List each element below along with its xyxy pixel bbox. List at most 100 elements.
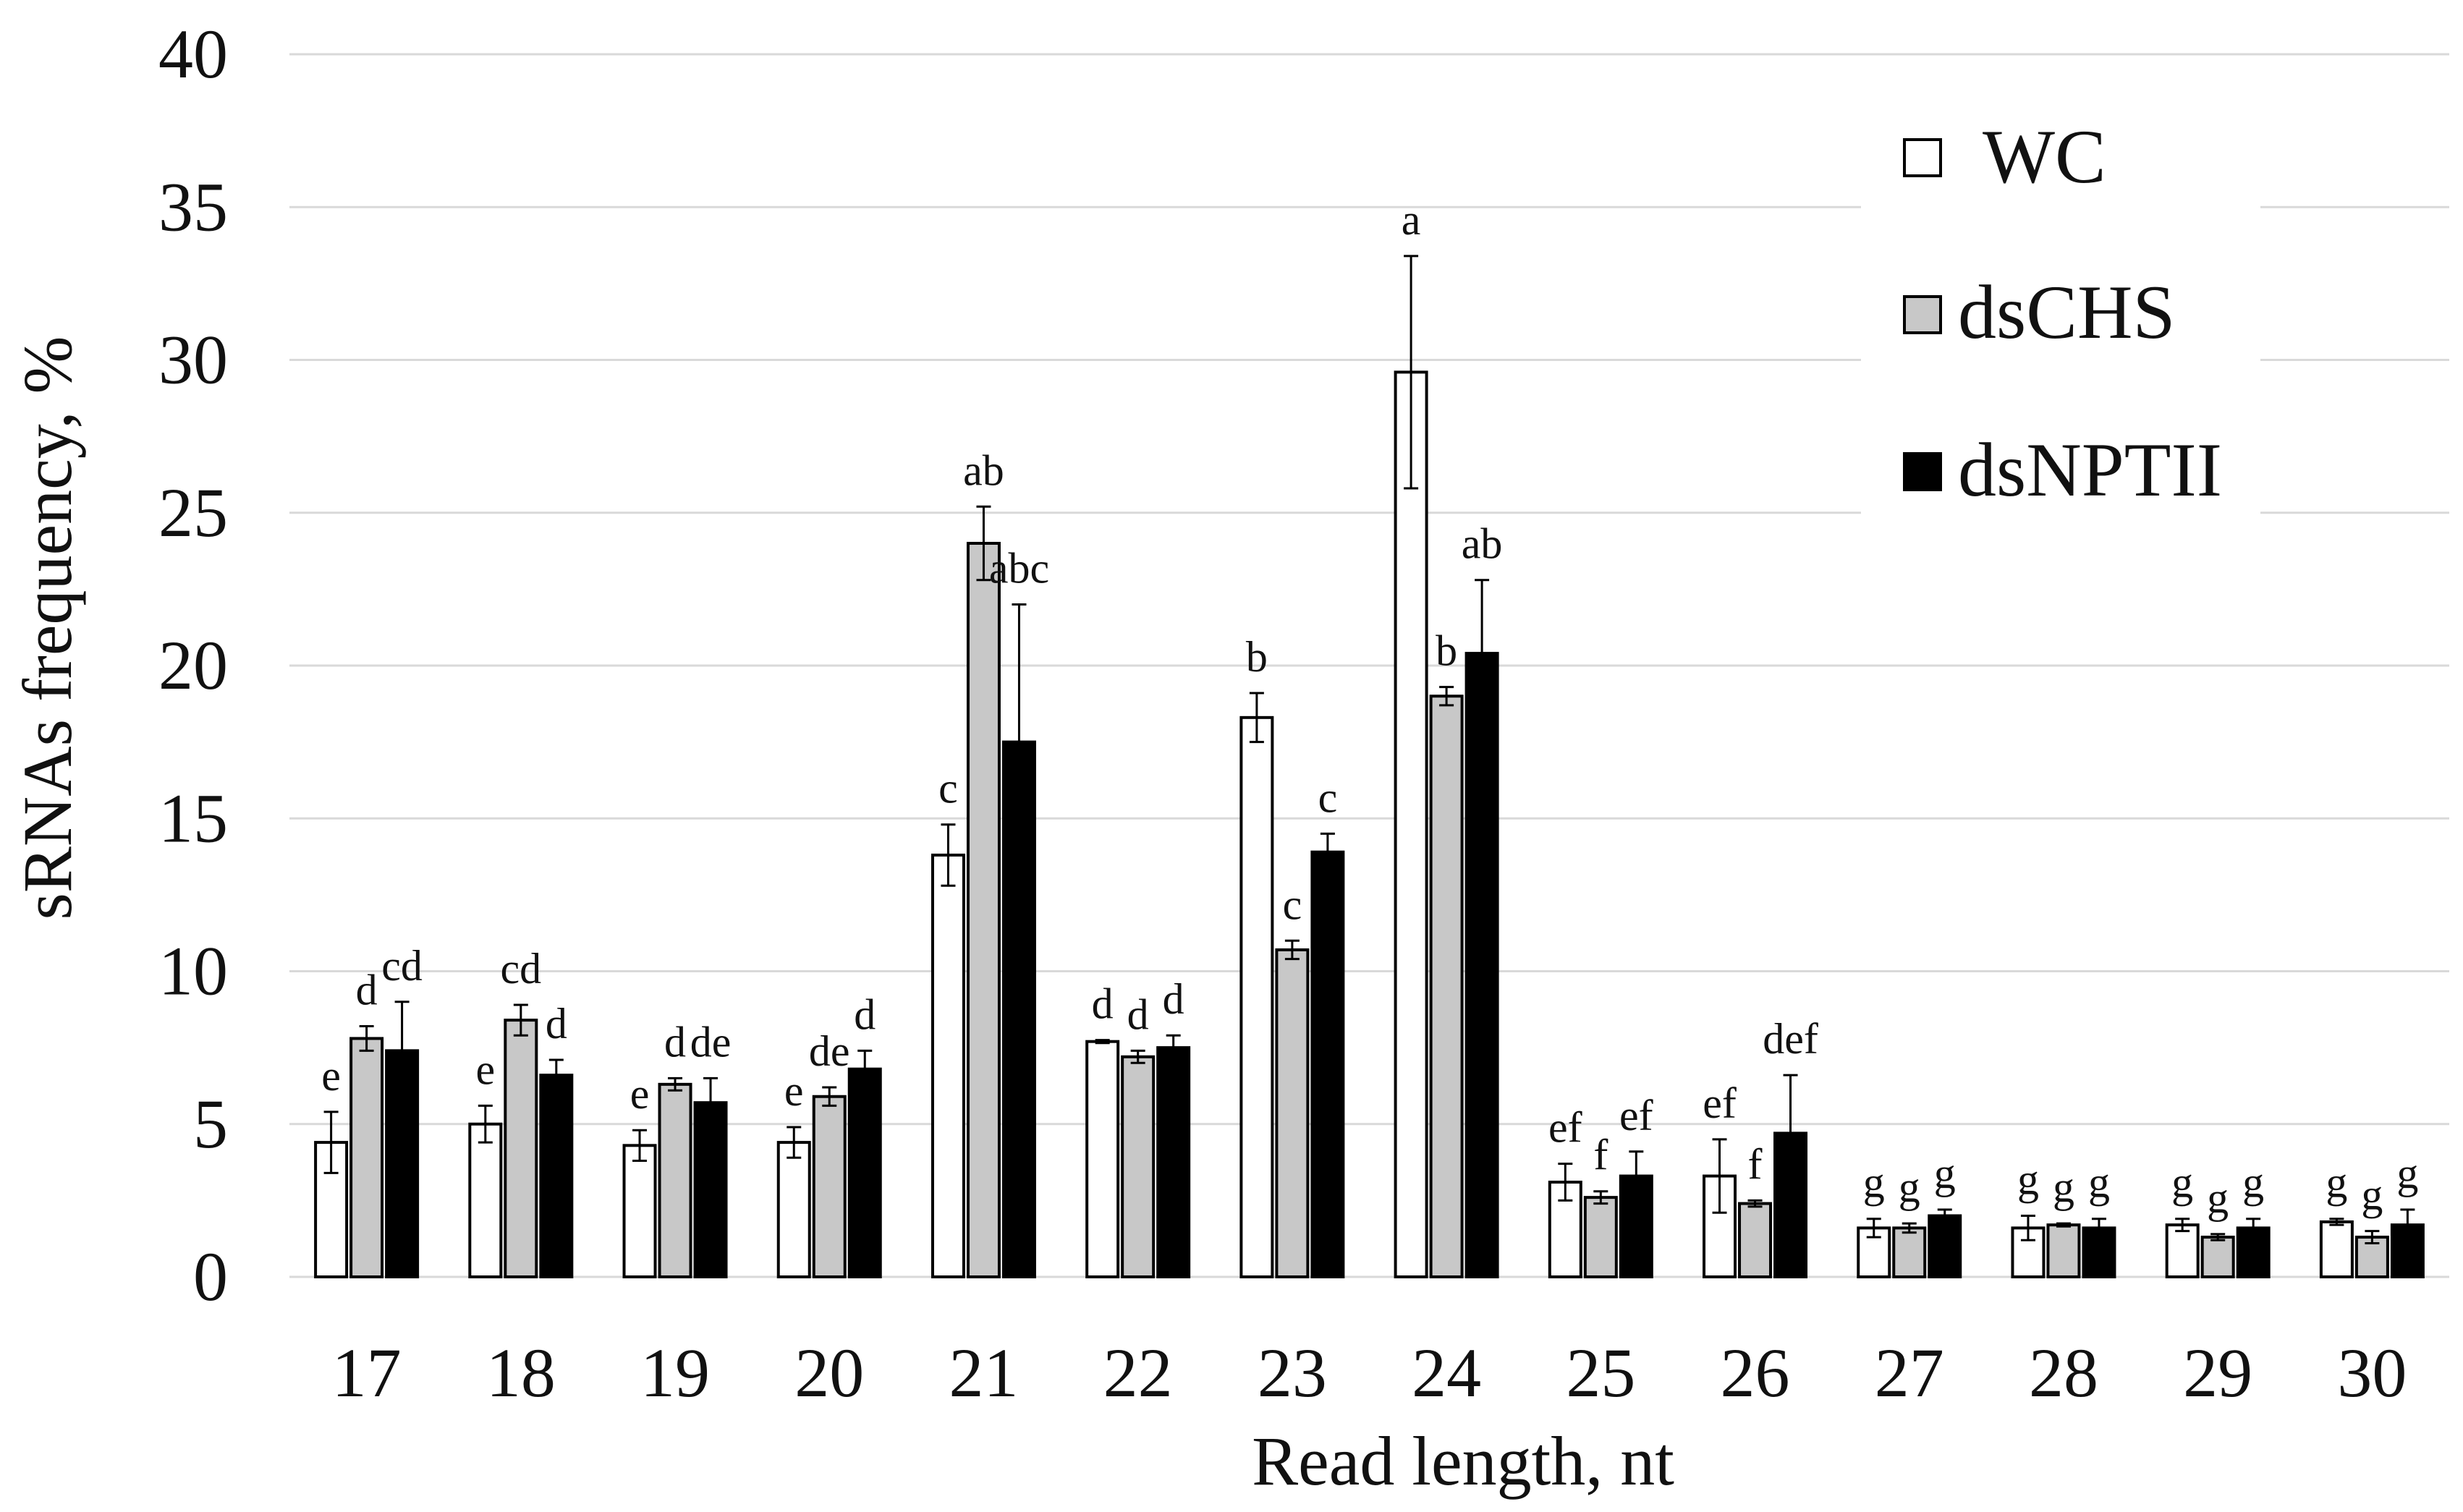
bar-wc-18 [468,1122,503,1278]
significance-label: d [1092,980,1114,1028]
y-tick-label: 15 [158,779,228,857]
error-bar [2365,1230,2380,1245]
y-tick-label: 20 [158,627,228,704]
x-tick-label: 24 [1412,1334,1481,1411]
bar-dschs-21 [966,542,1001,1278]
error-bar [703,1076,718,1129]
error-bar [2246,1218,2261,1239]
significance-label: a [1402,196,1421,244]
bar-dschs-25 [1583,1196,1618,1279]
legend-label-wc: WC [1983,114,2106,199]
x-tick-label: 27 [1875,1334,1944,1411]
bar-dschs-26 [1738,1202,1773,1278]
error-bar [359,1025,374,1052]
bar-dschs-20 [812,1095,847,1278]
bar-dsnptii-23 [1310,850,1345,1278]
error-bar [1320,832,1335,872]
legend: WC dsCHS dsNPTII [1861,87,2260,521]
significance-label: ef [1619,1092,1653,1139]
bar-dsnptii-27 [1928,1214,1962,1278]
significance-label: g [2396,1150,2418,1197]
error-bar [478,1104,493,1144]
bar-dschs-27 [1892,1226,1927,1279]
error-bar [548,1058,564,1092]
y-tick-label: 35 [158,168,228,245]
y-axis-title: sRNAs frequency, % [9,336,86,920]
error-bar [1712,1138,1727,1214]
x-tick-label: 20 [794,1334,864,1411]
significance-label: cd [501,945,542,993]
significance-label: g [2326,1159,2347,1207]
error-bar [1012,603,1027,881]
error-bar [1937,1208,1952,1223]
significance-label: g [2171,1159,2193,1207]
significance-label: c [938,765,958,812]
error-bar [1902,1222,1917,1234]
significance-label: e [630,1070,650,1118]
error-bar [787,1126,802,1159]
legend-swatch-dschs [1903,295,1942,334]
error-bars [323,255,2415,1245]
significance-label: f [1593,1131,1608,1179]
significance-label: d [356,967,378,1014]
x-tick-label: 18 [486,1334,556,1411]
significance-label: e [476,1045,496,1093]
y-tick-label: 40 [158,15,228,93]
x-tick-label: 22 [1103,1334,1173,1411]
error-bar [1866,1218,1881,1239]
bar-dsnptii-18 [539,1074,574,1279]
bar-wc-24 [1394,370,1428,1278]
significance-label: de [690,1018,732,1066]
bar-dschs-18 [504,1019,538,1278]
error-bar [1475,579,1490,728]
bar-dsnptii-20 [847,1067,882,1278]
significance-label: c [1283,880,1302,928]
error-bar [513,1003,528,1037]
error-bar [1747,1199,1763,1208]
significance-label: ab [1462,520,1503,568]
error-bar [668,1076,683,1092]
bar-dschs-29 [2200,1236,2235,1278]
y-tick-label: 30 [158,321,228,399]
significance-label: b [1246,633,1268,681]
legend-swatch-dsnptii [1903,452,1942,491]
x-tick-label: 26 [1721,1334,1790,1411]
significance-label: def [1763,1015,1818,1063]
error-bar [323,1110,339,1174]
legend-label-dsnptii: dsNPTII [1958,428,2222,512]
significance-label: e [784,1067,804,1115]
bar-wc-23 [1239,715,1274,1278]
bar-wc-22 [1085,1040,1120,1279]
error-bar [2091,1218,2106,1239]
significance-label: f [1748,1140,1763,1188]
significance-label: d [1163,975,1184,1023]
significance-label: d [1127,990,1149,1038]
error-bar [1166,1034,1181,1061]
error-bar [1593,1190,1608,1205]
error-bar [2175,1218,2190,1233]
significance-label: cd [381,942,423,990]
significance-label: b [1436,627,1457,675]
bar-dsnptii-19 [693,1101,728,1279]
x-axis-title: Read length, nt [1252,1422,1674,1500]
bar-dsnptii-24 [1464,652,1499,1278]
error-bar [1783,1074,1798,1193]
error-bar [2020,1215,2035,1241]
significance-label: g [2361,1171,2383,1219]
error-bar [1095,1039,1110,1045]
significance-label: d [664,1018,686,1066]
significance-label: g [2017,1156,2039,1204]
x-tick-label: 17 [332,1334,402,1411]
significance-label: g [2053,1163,2074,1211]
y-tick-label: 25 [158,474,228,551]
legend-swatch-wc [1903,138,1942,177]
error-bar [1629,1150,1644,1202]
bar-dschs-17 [349,1037,384,1278]
bars [314,370,2425,1279]
bar-dschs-22 [1121,1055,1156,1279]
error-bar [2329,1218,2344,1226]
x-tick-label: 25 [1566,1334,1635,1411]
error-bar [394,1001,410,1101]
significance-label: de [809,1027,850,1075]
x-tick-label: 29 [2183,1334,2252,1411]
